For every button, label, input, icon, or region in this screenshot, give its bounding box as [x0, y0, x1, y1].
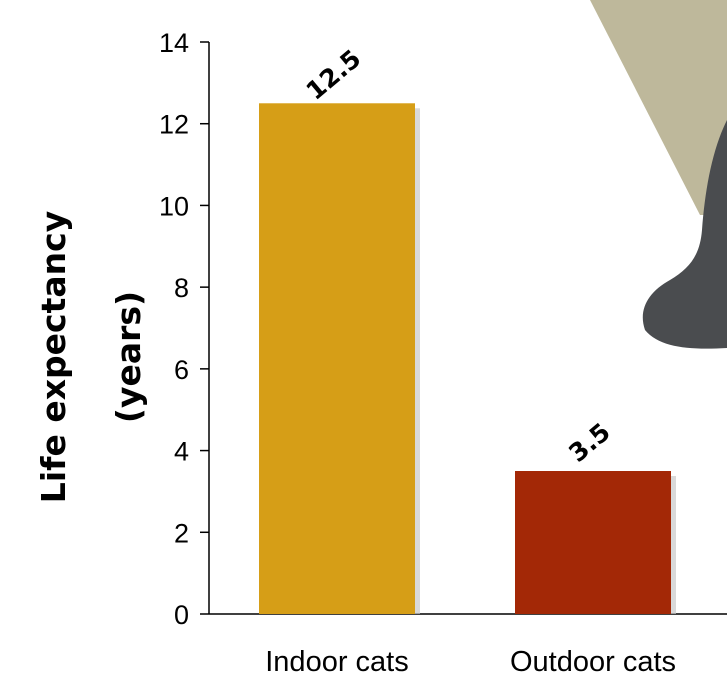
- category-label: Indoor cats: [265, 646, 408, 677]
- category-label: Outdoor cats: [510, 646, 676, 677]
- cat-illustration: [590, 0, 727, 349]
- bar-outdoor-cats: [515, 471, 671, 614]
- y-tick-label: 4: [174, 437, 189, 467]
- category-labels: Indoor cats Outdoor cats: [265, 646, 676, 677]
- bars: [259, 103, 676, 615]
- y-tick-label: 6: [174, 355, 189, 385]
- bar-indoor-cats: [259, 103, 415, 615]
- y-axis-title-line-1: Life expectancy: [34, 211, 73, 503]
- y-axis-ticks: 0 2 4 6 8 10 12 14: [159, 28, 209, 630]
- y-tick-label: 2: [174, 518, 189, 548]
- y-tick-label: 14: [159, 28, 189, 58]
- data-label: 12.5: [301, 44, 367, 106]
- y-axis-title: Life expectancy (years): [34, 211, 148, 503]
- y-axis-title-line-2: (years): [109, 291, 148, 423]
- tan-backdrop: [590, 0, 727, 215]
- y-tick-label: 10: [159, 191, 189, 221]
- y-tick-label: 8: [174, 273, 189, 303]
- data-label: 3.5: [563, 417, 616, 468]
- cat-silhouette: [642, 120, 727, 349]
- y-tick-label: 0: [174, 600, 189, 630]
- y-tick-label: 12: [159, 110, 189, 140]
